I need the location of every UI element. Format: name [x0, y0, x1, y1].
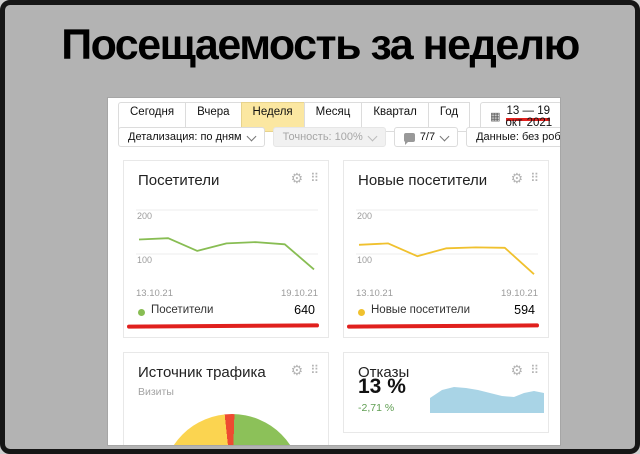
widget-controls: ⚙ ⠿: [510, 170, 539, 186]
widget-title: Отказы: [358, 364, 410, 381]
y-tick-100: 100: [137, 255, 153, 265]
slide-title: Посещаемость за неделю: [61, 21, 580, 69]
widget-visitors: Посетители ⚙ ⠿ 200 100 13.10.21 19.10.21…: [123, 160, 329, 338]
gear-icon[interactable]: ⚙: [510, 362, 524, 378]
chevron-down-icon: [367, 131, 378, 141]
widget-controls: ⚙ ⠿: [290, 170, 319, 186]
traffic-source-pie-chart: [162, 414, 302, 445]
legend-value: 594: [514, 303, 535, 317]
drag-handle-icon[interactable]: ⠿: [530, 171, 539, 185]
widget-traffic-source: Источник трафика Визиты ⚙ ⠿: [123, 352, 329, 445]
comments-dropdown[interactable]: 7/7: [393, 127, 459, 147]
x-label-end: 19.10.21: [501, 288, 538, 299]
widget-controls: ⚙ ⠿: [510, 362, 539, 378]
detalization-dropdown[interactable]: Детализация: по дням: [118, 127, 265, 147]
speech-bubble-icon: [403, 132, 415, 145]
data-mode-dropdown[interactable]: Данные: без роботов: [466, 127, 560, 147]
comments-label: 7/7: [419, 131, 436, 143]
x-label-start: 13.10.21: [136, 288, 173, 299]
drag-handle-icon[interactable]: ⠿: [310, 363, 319, 377]
visitors-line-chart: [136, 209, 318, 271]
date-range-annotated: 13 — 19 окт: [505, 105, 551, 133]
legend-label[interactable]: Новые посетители: [371, 304, 471, 316]
new-visitors-line-chart: [356, 209, 538, 275]
chevron-down-icon: [246, 131, 257, 141]
red-underline-annotation: [126, 323, 320, 329]
y-tick-100: 100: [357, 255, 373, 265]
data-mode-label: Данные: без роботов: [476, 131, 560, 143]
bounce-rate-value: 13 %: [358, 375, 406, 398]
calendar-grid-icon: ▦: [490, 110, 501, 123]
date-range-year: 2021: [526, 117, 553, 129]
legend-value: 640: [294, 303, 315, 317]
drag-handle-icon[interactable]: ⠿: [530, 363, 539, 377]
widget-title: Новые посетители: [358, 172, 488, 189]
widget-title: Посетители: [138, 172, 220, 189]
x-label-end: 19.10.21: [281, 288, 318, 299]
bounces-area-chart: [430, 387, 544, 413]
bounce-rate-delta: -2,71 %: [358, 402, 395, 414]
y-tick-200: 200: [357, 211, 373, 221]
detalization-label: Детализация: по дням: [128, 131, 242, 143]
chevron-down-icon: [439, 131, 450, 141]
precision-label: Точность: 100%: [282, 131, 363, 143]
precision-dropdown[interactable]: Точность: 100%: [272, 127, 386, 147]
x-label-start: 13.10.21: [356, 288, 393, 299]
legend-dot-green: [138, 309, 145, 316]
filter-bar: Детализация: по дням Точность: 100% 7/7 …: [118, 127, 560, 147]
widget-title: Источник трафика: [138, 364, 266, 381]
y-tick-200: 200: [137, 211, 153, 221]
gear-icon[interactable]: ⚙: [290, 170, 304, 186]
drag-handle-icon[interactable]: ⠿: [310, 171, 319, 185]
metrica-dashboard-panel: Сегодня Вчера Неделя Месяц Квартал Год ▦…: [108, 98, 560, 445]
date-range-label: 13 — 19 окт 2021: [505, 105, 553, 133]
widget-new-visitors: Новые посетители ⚙ ⠿ 200 100 13.10.21 19…: [343, 160, 549, 338]
red-underline-annotation: [346, 323, 540, 329]
legend-dot-yellow: [358, 309, 365, 316]
gear-icon[interactable]: ⚙: [510, 170, 524, 186]
widget-subtitle: Визиты: [138, 386, 174, 398]
gear-icon[interactable]: ⚙: [290, 362, 304, 378]
widget-controls: ⚙ ⠿: [290, 362, 319, 378]
widget-bounces: Отказы ⚙ ⠿ 13 % -2,71 %: [343, 352, 549, 433]
legend-label[interactable]: Посетители: [151, 304, 214, 316]
